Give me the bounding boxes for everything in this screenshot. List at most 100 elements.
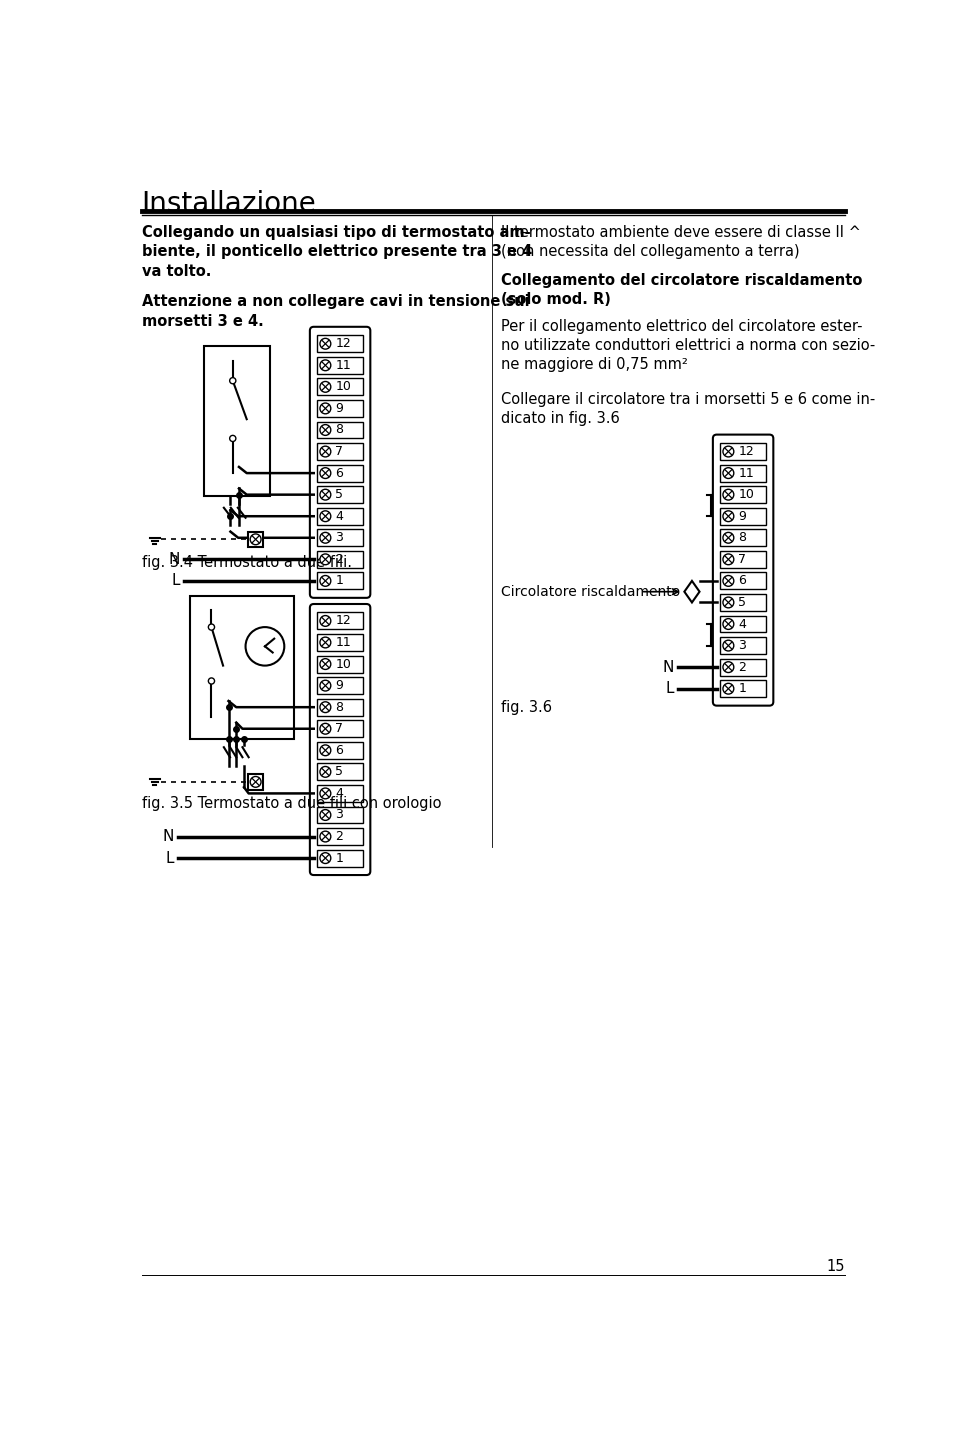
FancyBboxPatch shape [310,603,371,876]
Circle shape [723,468,733,478]
Circle shape [320,511,331,521]
Bar [317,552,363,567]
Bar [317,742,363,759]
Text: Installazione: Installazione [142,190,317,217]
Text: 4: 4 [335,786,344,799]
Text: 7: 7 [335,445,344,458]
Bar [317,508,363,524]
Bar [317,634,363,651]
Circle shape [320,658,331,670]
Bar [204,346,270,497]
Circle shape [723,641,733,651]
Bar [317,785,363,802]
Bar [317,850,363,867]
Text: 8: 8 [335,423,344,436]
Bar [317,720,363,737]
Bar [190,596,295,739]
Bar [317,487,363,503]
Text: 7: 7 [738,553,747,566]
Text: 3: 3 [738,639,746,652]
Bar [317,612,363,629]
Circle shape [320,766,331,778]
Bar [248,531,263,547]
Text: 2: 2 [335,553,344,566]
Text: N: N [163,829,175,844]
Circle shape [320,636,331,648]
Circle shape [320,403,331,413]
Bar [317,465,363,481]
Text: 4: 4 [335,510,344,523]
Bar [317,530,363,546]
Text: 8: 8 [335,701,344,714]
Bar [317,400,363,418]
Circle shape [246,626,284,665]
Circle shape [320,744,331,756]
Circle shape [723,576,733,586]
Text: L: L [171,573,180,589]
Circle shape [208,624,214,631]
Text: 1: 1 [335,851,344,864]
Bar [720,636,766,654]
Bar [317,422,363,438]
Text: N: N [168,552,180,567]
Bar [317,444,363,459]
Text: N: N [662,660,674,674]
Circle shape [723,662,733,672]
Circle shape [320,468,331,478]
Text: fig. 3.6: fig. 3.6 [501,700,552,716]
Bar [317,763,363,780]
Text: 7: 7 [335,723,344,736]
Circle shape [320,809,331,821]
Circle shape [229,377,236,384]
Polygon shape [684,580,700,602]
Bar [720,593,766,611]
Bar [317,573,363,589]
Circle shape [320,831,331,842]
Circle shape [320,425,331,435]
Text: fig. 3.5 Termostato a due fili con orologio: fig. 3.5 Termostato a due fili con orolo… [142,796,442,811]
Circle shape [229,435,236,442]
Circle shape [723,511,733,521]
Text: 2: 2 [335,829,344,842]
Bar [720,680,766,697]
Circle shape [320,576,331,586]
Bar [317,655,363,672]
Circle shape [320,852,331,864]
Text: L: L [166,851,175,865]
FancyBboxPatch shape [310,327,371,598]
Text: 2: 2 [738,661,746,674]
Circle shape [723,533,733,543]
Circle shape [320,382,331,392]
Circle shape [723,684,733,694]
Bar [317,677,363,694]
Circle shape [208,678,214,684]
Bar [317,806,363,824]
Text: 9: 9 [335,402,344,415]
Circle shape [320,788,331,799]
Text: 10: 10 [335,380,351,393]
Bar [720,552,766,567]
Text: Attenzione a non collegare cavi in tensione sui
morsetti 3 e 4.: Attenzione a non collegare cavi in tensi… [142,294,529,328]
Bar [720,487,766,503]
Text: Collegare il circolatore tra i morsetti 5 e 6 come in-
dicato in fig. 3.6: Collegare il circolatore tra i morsetti … [501,392,876,426]
Text: 5: 5 [335,488,344,501]
Text: 8: 8 [738,531,747,544]
Bar [720,465,766,481]
Text: 1: 1 [738,683,746,696]
Bar [720,444,766,459]
Text: Per il collegamento elettrico del circolatore ester-
no utilizzate conduttori el: Per il collegamento elettrico del circol… [501,320,876,373]
Bar [317,336,363,353]
Text: Collegamento del circolatore riscaldamento
(solo mod. R): Collegamento del circolatore riscaldamen… [501,274,863,307]
Text: 10: 10 [335,658,351,671]
Text: 6: 6 [335,467,344,480]
Bar [720,615,766,632]
Text: 1: 1 [335,575,344,588]
Text: 10: 10 [738,488,755,501]
Text: 5: 5 [738,596,747,609]
Text: 3: 3 [335,808,344,821]
Circle shape [251,534,261,544]
Circle shape [320,360,331,370]
Text: 12: 12 [335,337,351,350]
Circle shape [320,490,331,500]
Circle shape [320,701,331,713]
